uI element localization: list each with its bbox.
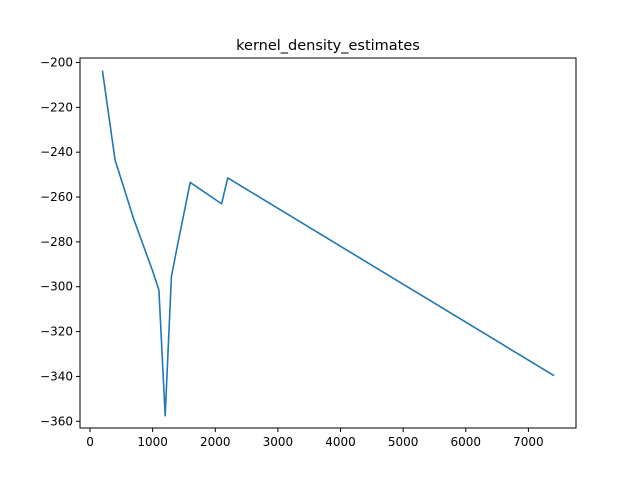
x-tick-label: 1000 bbox=[137, 435, 168, 449]
y-tick-label: −260 bbox=[40, 190, 73, 204]
y-tick-label: −360 bbox=[40, 414, 73, 428]
x-tick-label: 4000 bbox=[325, 435, 356, 449]
y-tick-label: −340 bbox=[40, 369, 73, 383]
x-tick-label: 2000 bbox=[200, 435, 231, 449]
x-tick-label: 3000 bbox=[263, 435, 294, 449]
axes: 0 1000 2000 3000 4000 5000 6000 7000 −360 −340 −32… bbox=[40, 55, 544, 449]
x-tick-label: 0 bbox=[86, 435, 94, 449]
x-tick-label: 6000 bbox=[451, 435, 482, 449]
chart-title: kernel_density_estimates bbox=[236, 38, 420, 54]
y-tick-label: −300 bbox=[40, 280, 73, 294]
y-tick-label: −200 bbox=[40, 55, 73, 69]
series-line-0 bbox=[101, 70, 555, 417]
y-tick-label: −280 bbox=[40, 235, 73, 249]
plot-frame bbox=[79, 57, 577, 429]
x-tick-label: 5000 bbox=[388, 435, 419, 449]
plot-area bbox=[101, 70, 555, 417]
y-tick-label: −220 bbox=[40, 100, 73, 114]
x-tick-label: 7000 bbox=[513, 435, 544, 449]
y-tick-label: −320 bbox=[40, 325, 73, 339]
y-tick-label: −240 bbox=[40, 145, 73, 159]
